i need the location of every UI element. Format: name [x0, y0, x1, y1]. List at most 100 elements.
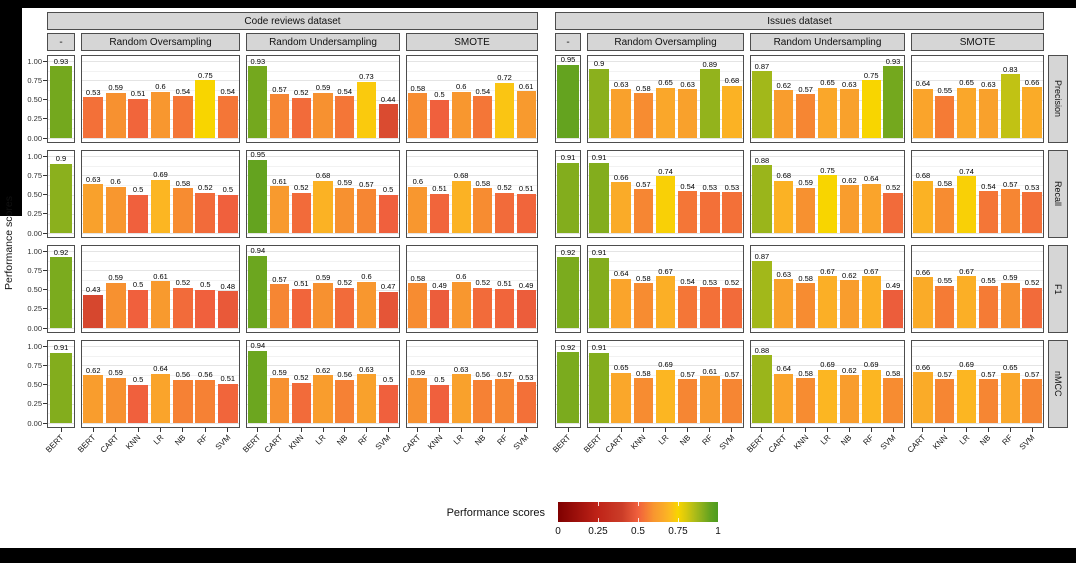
bar [356, 81, 376, 138]
gridline-minor [407, 223, 537, 225]
x-tick-mark [60, 428, 62, 432]
gridline-major [247, 61, 399, 62]
bar [313, 375, 333, 423]
bar-value-label: 0.68 [453, 171, 469, 181]
bar-value-label: 0.61 [702, 366, 718, 376]
bar-value-label: 0.49 [885, 280, 901, 290]
bar [1000, 282, 1020, 328]
bar-value-label: 0.57 [636, 179, 651, 189]
bar-value-label: 0.66 [915, 267, 931, 277]
bar [839, 280, 859, 328]
gridline-minor [912, 70, 1043, 72]
gridline-major [912, 346, 1043, 347]
legend-tick-mark [678, 518, 679, 522]
bar [49, 257, 73, 328]
bar-value-label: 0.51 [293, 279, 309, 289]
x-tick-mark [1031, 428, 1033, 432]
gridline-major [407, 175, 537, 177]
bar [451, 281, 471, 328]
bar-value-label: 0.52 [293, 88, 309, 98]
y-tick-mark [43, 137, 47, 139]
gridline-major [588, 233, 743, 234]
bar-value-label: 0.75 [820, 165, 835, 175]
gridline-major [247, 423, 399, 424]
gridline-major [751, 365, 904, 367]
bar-value-label: 0.73 [359, 72, 374, 82]
x-tick-mark [387, 428, 389, 432]
gridline-major [751, 61, 904, 62]
x-tick-mark [182, 428, 184, 432]
bar [700, 376, 720, 423]
gridline-minor [912, 204, 1043, 206]
bar-value-label: 0.44 [380, 94, 396, 104]
bar [589, 352, 609, 423]
legend-tick-mark [638, 502, 639, 506]
gridline-major [407, 233, 537, 234]
gridline-minor [912, 299, 1043, 301]
gridline-minor [407, 260, 537, 262]
bar-value-label: 0.51 [432, 184, 447, 194]
x-tick-mark [944, 428, 946, 432]
gridline-minor [82, 355, 239, 357]
gridline-major [556, 61, 580, 62]
facet-panel: 0.64 0.55 0.65 0.63 0.83 0.66 [911, 55, 1044, 143]
bar-value-label: 0.63 [613, 79, 629, 89]
bar [722, 192, 742, 233]
facet-panel: 0.66 0.57 0.69 0.57 0.65 0.57 [911, 340, 1044, 428]
bar [1000, 189, 1020, 233]
bar-value-label: 0.56 [175, 370, 191, 380]
gridline-minor [588, 70, 743, 72]
gridline-major [556, 138, 580, 139]
gridline-major [912, 289, 1043, 291]
gridline-minor [82, 279, 239, 281]
bar-value-label: 0.58 [636, 83, 651, 93]
bar-value-label: 0.63 [680, 79, 695, 89]
bar-value-label: 0.57 [724, 369, 740, 379]
gridline-minor [588, 260, 743, 262]
facet-panel: 0.95 0.61 0.52 0.68 0.59 0.57 0.5 [246, 150, 400, 238]
gridline-major [912, 156, 1043, 157]
bar-value-label: 0.63 [453, 364, 469, 374]
gridline-major [556, 233, 580, 234]
bar-value-label: 0.54 [220, 86, 236, 96]
gridline-major [82, 270, 239, 272]
bar-value-label: 0.63 [359, 364, 374, 374]
gridline-major [556, 423, 580, 424]
bar-value-label: 0.58 [798, 273, 813, 283]
gridline-major [588, 156, 743, 157]
gridline-major [82, 328, 239, 329]
y-tick-mark [43, 384, 47, 385]
bar [722, 85, 742, 138]
bar [270, 284, 290, 328]
bar-value-label: 0.54 [175, 86, 191, 96]
bar-value-label: 0.51 [130, 89, 146, 99]
bar-value-label: 0.93 [53, 56, 69, 66]
bar-value-label: 0.55 [937, 86, 953, 96]
bar-value-label: 0.58 [937, 178, 953, 188]
bar-value-label: 0.5 [222, 185, 233, 194]
gridline-minor [912, 394, 1043, 396]
bar [839, 185, 859, 233]
bar [150, 281, 171, 328]
gridline-major [912, 194, 1043, 196]
bar [557, 257, 579, 328]
facet-panel: 0.94 0.57 0.51 0.59 0.52 0.6 0.47 [246, 245, 400, 333]
bar-value-label: 0.58 [410, 83, 426, 93]
x-tick-mark [417, 428, 419, 432]
gridline-major [407, 403, 537, 405]
gridline-major [588, 423, 743, 424]
bar [173, 379, 193, 423]
bar [313, 282, 333, 328]
bar [861, 369, 881, 423]
bar [105, 377, 126, 423]
gridline-major [247, 365, 399, 367]
bar-value-label: 0.5 [382, 185, 394, 194]
gridline-major [407, 423, 537, 424]
gridline-major [407, 384, 537, 386]
bar [633, 189, 654, 233]
bar-value-label: 0.52 [724, 278, 740, 288]
gridline-major [247, 233, 399, 234]
bar-value-label: 0.75 [198, 70, 213, 80]
bar [796, 94, 816, 138]
left-black-artifact [0, 8, 22, 216]
